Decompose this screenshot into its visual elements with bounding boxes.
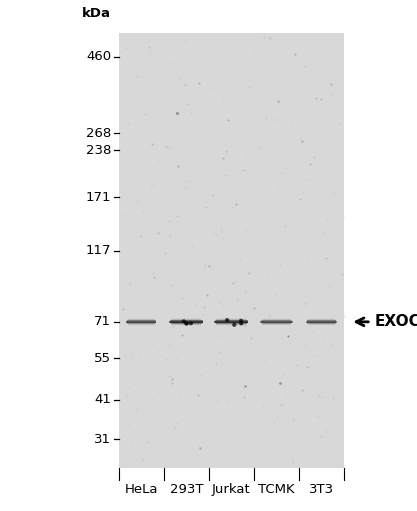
- Bar: [263, 324, 290, 325]
- Bar: [169, 321, 203, 322]
- Bar: [215, 322, 248, 323]
- Ellipse shape: [189, 321, 193, 326]
- Bar: [261, 321, 292, 322]
- Bar: [263, 318, 290, 319]
- Bar: [127, 322, 156, 323]
- Text: 171: 171: [86, 191, 111, 203]
- Bar: [127, 323, 156, 324]
- Bar: [128, 323, 155, 324]
- Bar: [170, 320, 203, 321]
- Bar: [172, 318, 201, 319]
- Text: 238: 238: [86, 144, 111, 157]
- Bar: [261, 320, 292, 321]
- Bar: [127, 320, 156, 321]
- Text: 41: 41: [95, 393, 111, 406]
- Bar: [308, 319, 335, 320]
- Bar: [126, 321, 156, 322]
- Ellipse shape: [239, 321, 244, 326]
- Bar: [126, 322, 156, 323]
- Text: 31: 31: [94, 433, 111, 446]
- Bar: [172, 318, 201, 319]
- Bar: [217, 324, 246, 325]
- Bar: [128, 319, 155, 320]
- Bar: [262, 319, 291, 320]
- Text: 117: 117: [86, 244, 111, 258]
- Bar: [216, 319, 246, 320]
- Bar: [306, 322, 337, 323]
- Ellipse shape: [232, 323, 236, 327]
- Bar: [261, 323, 291, 324]
- Bar: [217, 325, 246, 326]
- Text: 71: 71: [94, 315, 111, 329]
- Bar: [217, 318, 246, 319]
- Bar: [215, 320, 248, 321]
- Text: HeLa: HeLa: [125, 483, 158, 496]
- Text: TCMK: TCMK: [258, 483, 295, 496]
- Text: 3T3: 3T3: [309, 483, 334, 496]
- Bar: [261, 322, 292, 323]
- Text: 268: 268: [86, 127, 111, 140]
- Bar: [309, 318, 334, 319]
- Bar: [307, 322, 336, 323]
- Bar: [216, 320, 247, 321]
- Bar: [308, 323, 335, 324]
- Text: 293T: 293T: [170, 483, 203, 496]
- Ellipse shape: [184, 321, 188, 325]
- Bar: [306, 321, 337, 322]
- Bar: [214, 321, 249, 322]
- Bar: [307, 320, 336, 321]
- Bar: [263, 324, 290, 326]
- Bar: [171, 320, 202, 321]
- Bar: [170, 322, 203, 323]
- Bar: [128, 324, 154, 326]
- Bar: [308, 319, 335, 320]
- Bar: [171, 319, 202, 320]
- Bar: [172, 324, 201, 326]
- Text: Jurkat: Jurkat: [212, 483, 251, 496]
- Bar: [171, 319, 201, 320]
- Bar: [127, 320, 156, 321]
- Bar: [217, 324, 246, 326]
- Text: 460: 460: [86, 50, 111, 63]
- Bar: [170, 322, 203, 323]
- Bar: [172, 324, 201, 325]
- Bar: [128, 319, 155, 320]
- Bar: [126, 321, 156, 322]
- Ellipse shape: [239, 319, 243, 323]
- Bar: [128, 325, 154, 326]
- Bar: [307, 323, 336, 324]
- Text: 55: 55: [94, 352, 111, 364]
- Bar: [217, 318, 246, 319]
- Bar: [172, 325, 201, 326]
- Bar: [216, 323, 247, 324]
- Bar: [307, 320, 336, 321]
- Text: kDa: kDa: [82, 8, 111, 20]
- Bar: [309, 324, 334, 326]
- Bar: [261, 320, 291, 321]
- Bar: [128, 318, 154, 319]
- Bar: [262, 319, 291, 320]
- Bar: [215, 322, 248, 323]
- Bar: [169, 321, 203, 322]
- Bar: [261, 321, 292, 322]
- Bar: [171, 323, 202, 324]
- Text: EXOC5: EXOC5: [374, 314, 417, 329]
- Bar: [214, 321, 249, 322]
- Ellipse shape: [182, 319, 186, 323]
- Bar: [306, 321, 337, 322]
- Ellipse shape: [225, 318, 229, 322]
- Bar: [261, 322, 292, 323]
- Bar: [128, 318, 154, 319]
- Bar: [216, 319, 247, 320]
- Bar: [262, 323, 291, 324]
- Bar: [128, 324, 154, 325]
- Bar: [216, 323, 247, 324]
- Ellipse shape: [184, 322, 189, 326]
- Bar: [119, 33, 344, 468]
- Bar: [171, 323, 202, 324]
- Bar: [309, 324, 334, 325]
